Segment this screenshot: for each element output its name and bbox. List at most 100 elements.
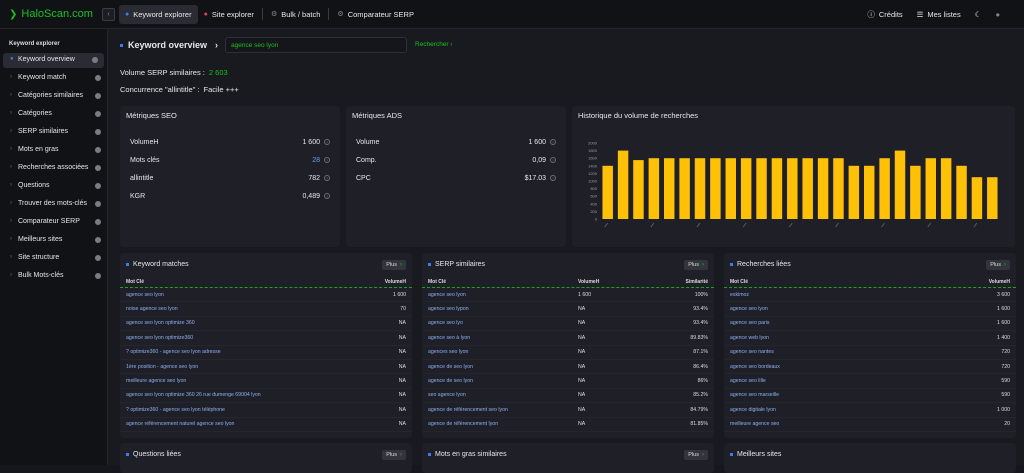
search-input[interactable]: agence seo lyon <box>225 37 407 53</box>
keyword-link[interactable]: agence seo paris <box>730 320 770 327</box>
history-bar[interactable] <box>694 158 706 219</box>
volume-value: NA <box>578 306 586 313</box>
sidebar-item-bulk-mots-cles[interactable]: › Bulk Mots-clés <box>0 269 107 284</box>
history-bar[interactable] <box>664 158 675 219</box>
table-row: agence seo lyo NA 93.4% <box>422 317 714 332</box>
history-bar[interactable] <box>971 177 983 219</box>
history-bar[interactable] <box>771 158 783 219</box>
keyword-link[interactable]: agence seo lyon optimize 360 26 rue dume… <box>126 392 261 399</box>
similarity-value: 87.1% <box>693 349 708 356</box>
credits-button[interactable]: ⓘ Crédits <box>867 9 903 19</box>
keyword-link[interactable]: agence de seo lyon <box>428 378 473 385</box>
tab-keyword-explorer[interactable]: ● Keyword explorer <box>119 4 198 24</box>
keyword-link[interactable]: agence digitale lyon <box>730 406 776 413</box>
keyword-link[interactable]: agence seo à lyon <box>428 334 471 341</box>
history-bar[interactable] <box>648 158 660 219</box>
history-bar[interactable] <box>740 158 752 219</box>
my-lists-button[interactable]: ☰ Mes listes <box>916 9 961 19</box>
help-icon[interactable]: ? <box>550 139 556 145</box>
keyword-link[interactable]: agence seo lyon optimize 360 <box>126 320 195 327</box>
history-bar[interactable] <box>710 158 721 219</box>
help-icon[interactable]: ? <box>324 157 330 163</box>
keyword-link[interactable]: noise agence seo lyon <box>126 306 178 313</box>
dark-mode-toggle[interactable]: ☾ <box>975 10 982 19</box>
sidebar-item-recherches-associees[interactable]: › Recherches associées <box>0 161 107 176</box>
keyword-link[interactable]: agences seo lyon <box>428 349 469 356</box>
settings-button[interactable]: ● <box>995 10 1000 19</box>
more-button[interactable]: Plus › <box>382 259 406 270</box>
keyword-link[interactable]: agence référencement naturel agence seo … <box>126 421 235 428</box>
keyword-link[interactable]: agence seo lille <box>730 378 766 385</box>
tab-bulk-batch[interactable]: ⚙ Bulk / batch <box>270 9 321 19</box>
keyword-link[interactable]: agence de référencement seo lyon <box>428 406 508 413</box>
history-bar[interactable] <box>864 165 875 219</box>
history-bar[interactable] <box>602 165 613 219</box>
help-icon[interactable]: ? <box>324 139 330 145</box>
sidebar-item-keyword-match[interactable]: › Keyword match <box>0 71 107 86</box>
logo[interactable]: ❯ HaloScan.com <box>0 8 100 20</box>
keyword-link[interactable]: agence seo lyon <box>730 306 768 313</box>
sidebar-item-categories[interactable]: › Catégories <box>0 107 107 122</box>
help-icon[interactable]: ? <box>324 175 330 181</box>
keyword-link[interactable]: agence de référencement lyon <box>428 421 499 428</box>
keyword-link[interactable]: meilleure agence seo <box>730 421 780 428</box>
sidebar-item-keyword-overview[interactable]: ● Keyword overview <box>3 53 104 68</box>
history-bar[interactable] <box>787 158 798 219</box>
sidebar-item-site-structure[interactable]: › Site structure <box>0 251 107 266</box>
help-icon[interactable]: ? <box>550 157 556 163</box>
history-bar[interactable] <box>833 158 844 219</box>
help-icon[interactable]: ? <box>550 175 556 181</box>
main-content: Keyword overview › agence seo lyon Recher… <box>108 29 1024 473</box>
tab-site-explorer[interactable]: ● Site explorer <box>203 9 254 19</box>
tab-comparateur-serp[interactable]: ⚙ Comparateur SERP <box>337 9 414 19</box>
keyword-link[interactable]: ? optimize360 - agence seo lyon téléphon… <box>126 406 225 413</box>
keyword-link[interactable]: agence seo marseille <box>730 392 780 399</box>
history-bar[interactable] <box>633 160 644 219</box>
keyword-link[interactable]: agence web lyon <box>730 334 769 341</box>
keyword-link[interactable]: agence seo lyo <box>428 320 463 327</box>
keyword-link[interactable]: agence seo bordeaux <box>730 363 780 370</box>
keyword-link[interactable]: 1ère position - agence seo lyon <box>126 363 199 370</box>
history-bar[interactable] <box>956 165 967 219</box>
sidebar-item-comparateur-serp[interactable]: › Comparateur SERP <box>0 215 107 230</box>
more-button[interactable]: Plus › <box>684 449 708 460</box>
collapse-sidebar-button[interactable]: ‹ <box>102 7 115 21</box>
more-button[interactable]: Plus › <box>986 259 1010 270</box>
sidebar-item-categories-similaires[interactable]: › Catégories similaires <box>0 89 107 104</box>
history-bar[interactable] <box>925 158 936 219</box>
sidebar-item-serp-similaires[interactable]: › SERP similaires <box>0 125 107 140</box>
keyword-count-link[interactable]: 28 <box>312 156 320 164</box>
history-bar[interactable] <box>910 165 921 219</box>
history-bar[interactable] <box>879 158 890 219</box>
history-bar[interactable] <box>756 158 767 219</box>
sidebar-item-mots-en-gras[interactable]: › Mots en gras <box>0 143 107 158</box>
history-bar[interactable] <box>802 158 813 219</box>
keyword-link[interactable]: eskimoz <box>730 291 750 298</box>
history-bar[interactable] <box>940 158 952 219</box>
history-bar[interactable] <box>987 177 998 219</box>
keyword-link[interactable]: agence seo nantes <box>730 349 774 356</box>
history-bar[interactable] <box>817 158 829 219</box>
more-button[interactable]: Plus › <box>382 449 406 460</box>
keyword-link[interactable]: agence seo lypon <box>428 306 469 313</box>
history-bar[interactable] <box>725 158 736 219</box>
sidebar-item-questions[interactable]: › Questions <box>0 179 107 194</box>
keyword-link[interactable]: meilleure agence seo lyon <box>126 378 187 385</box>
keyword-link[interactable]: ? optimize360 - agence seo lyon adresse <box>126 349 221 356</box>
keyword-link[interactable]: agence seo lyon <box>428 291 466 298</box>
more-button[interactable]: Plus › <box>684 259 708 270</box>
keyword-link[interactable]: seo agence lyon <box>428 392 466 399</box>
search-button[interactable]: Rechercher › <box>415 41 453 48</box>
bullet-icon: › <box>10 92 12 98</box>
related-searches-card: Recherches liées Plus › Mot Clé VolumeH esk… <box>724 253 1016 438</box>
history-bar[interactable] <box>894 150 906 219</box>
help-icon[interactable]: ? <box>324 193 330 199</box>
keyword-link[interactable]: agence seo lyon optimize360 <box>126 334 194 341</box>
history-bar[interactable] <box>617 150 629 219</box>
keyword-link[interactable]: agence seo lyon <box>126 291 164 298</box>
sidebar-item-meilleurs-sites[interactable]: › Meilleurs sites <box>0 233 107 248</box>
sidebar-item-trouver-mots-cles[interactable]: › Trouver des mots-clés <box>0 197 107 212</box>
history-bar[interactable] <box>679 158 690 219</box>
history-bar[interactable] <box>848 165 860 219</box>
keyword-link[interactable]: agence de seo lyon <box>428 363 473 370</box>
